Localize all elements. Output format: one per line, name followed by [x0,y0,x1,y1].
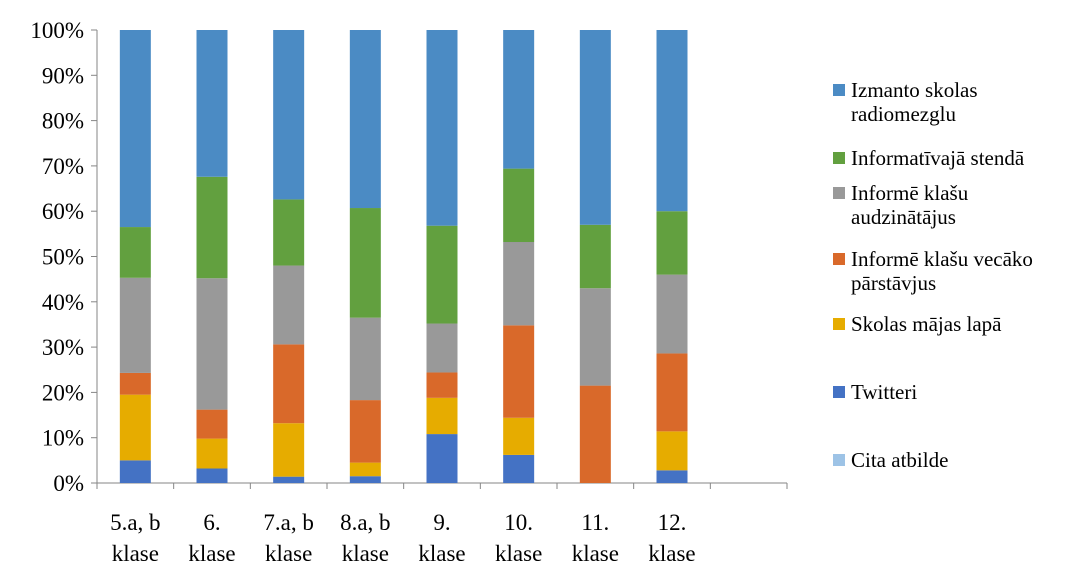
x-tick-label: 12. klase [648,510,695,566]
y-tick-label: 90% [42,63,84,88]
bar-segment [579,224,611,289]
y-tick-label: 20% [42,380,84,405]
y-tick-label: 0% [53,471,84,496]
bar-segment [196,30,228,177]
legend-swatch [833,386,845,398]
bar-segment [426,372,458,398]
bar-segment [656,353,688,432]
legend-swatch [833,187,845,199]
legend-item-audzinataji: Informē klašu audzinātājus [833,181,968,229]
legend-item-majas-lapa: Skolas mājas lapā [833,312,1001,336]
bar-segment [426,397,458,435]
bar-segment [579,30,611,225]
legend-label: Informē klašu audzinātājus [851,181,969,229]
bar-segment [349,317,381,401]
bars [119,30,688,483]
bar-segment [196,468,228,483]
y-tick-label: 30% [42,335,84,360]
x-tick-label: 5.a, b klase [110,510,160,566]
legend-item-twitteri: Twitteri [833,380,917,404]
bar-segment [656,431,688,471]
bar-segment [656,30,688,212]
bar-segment [349,400,381,463]
bar-segment [349,462,381,477]
x-tick-label: 9. klase [418,510,465,566]
bar-segment [119,277,151,373]
legend-swatch [833,253,845,265]
bar-segment [426,323,458,373]
bar-segment [349,476,381,483]
bar-segment [503,325,535,418]
bar-segment [426,434,458,483]
bar-segment [503,30,535,169]
bar-segment [119,394,151,461]
bar-segment [349,30,381,209]
x-tick-label: 6. klase [188,510,235,566]
bar-segment [349,208,381,318]
bar-segment [579,385,611,483]
bar-segment [656,470,688,483]
x-tick-label: 8.a, b klase [340,510,390,566]
y-tick-label: 80% [42,109,84,134]
bar-segment [273,30,305,200]
legend-swatch [833,152,845,164]
bar-segment [119,227,151,278]
x-axis: 5.a, b klase 6. klase 7.a, b klase 8.a, b klase… [96,482,788,566]
legend-label: Cita atbilde [851,448,949,472]
y-tick-label: 10% [42,426,84,451]
legend-label: Informatīvajā stendā [851,146,1025,170]
bar-segment [579,288,611,386]
legend-item-cita-atbilde: Cita atbilde [833,448,948,472]
legend-item-vecaki: Informē klašu vecāko pārstāvjus [833,247,1033,295]
bar-segment [273,476,305,483]
x-tick-label: 7.a, b klase [263,510,313,566]
bar-segment [273,265,305,345]
bar-segment [503,168,535,243]
bar-segment [656,211,688,275]
bar-segment [656,274,688,354]
legend-item-radiomezgls: Izmanto skolas radiomezglu [833,78,978,126]
legend-swatch [833,454,845,466]
x-tick-label: 11. klase [572,510,619,566]
bar-segment [196,409,228,439]
legend-swatch [833,84,845,96]
legend-label: Informē klašu vecāko pārstāvjus [851,247,1033,295]
y-tick-label: 100% [30,18,84,43]
bar-segment [503,242,535,326]
legend-item-stends: Informatīvajā stendā [833,146,1024,170]
bar-segment [273,199,305,266]
bar-segment [196,176,228,279]
bar-segment [119,372,151,395]
bar-segment [503,417,535,455]
legend-label: Twitteri [851,380,918,404]
bar-segment [273,423,305,477]
y-tick-label: 60% [42,199,84,224]
bar-segment [503,454,535,483]
y-axis: 0% 10% 20% 30% 40% 50% 60% 70% 80% 90% 100% [30,18,98,496]
bar-segment [196,438,228,469]
y-tick-label: 40% [42,290,84,315]
bar-segment [119,30,151,228]
legend-label: Skolas mājas lapā [851,312,1002,336]
x-tick-label: 10. klase [495,510,542,566]
bar-segment [426,225,458,324]
bar-segment [196,278,228,410]
bar-segment [119,460,151,483]
bar-segment [426,30,458,226]
y-tick-label: 70% [42,154,84,179]
legend-label: Izmanto skolas radiomezglu [851,78,978,126]
bar-segment [273,344,305,424]
y-tick-label: 50% [42,245,84,270]
legend-swatch [833,318,845,330]
